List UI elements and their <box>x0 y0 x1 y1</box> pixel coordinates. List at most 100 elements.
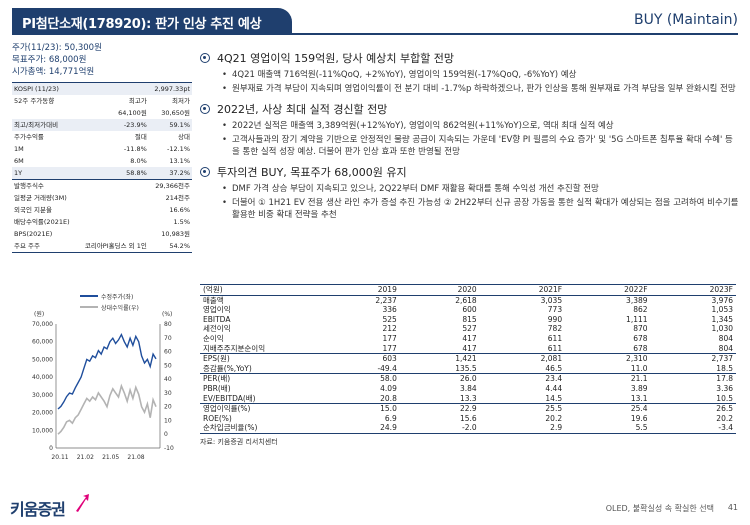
table-cell: 25.5 <box>479 403 566 414</box>
stats-cell: 8.0% <box>130 157 147 165</box>
report-title: PI첨단소재(178920): 판가 인상 추진 예상 <box>22 17 262 32</box>
stats-cell: 30,650원 <box>161 109 190 117</box>
stats-row: 주가수익률 절대 상대 <box>12 131 192 143</box>
financial-row: 영업이익 336 600 773 862 1,053 <box>200 305 736 315</box>
stats-cell: 최고가 <box>128 97 147 105</box>
table-cell: 20.2 <box>716 413 733 423</box>
table-cell: 3,389 <box>626 295 648 305</box>
right-tick-label: 10 <box>164 417 172 424</box>
table-cell: 20.8 <box>380 393 397 403</box>
stats-cell: 64,100원 <box>118 109 147 117</box>
column-header: 2021F <box>479 284 566 296</box>
row-label: 순이익 <box>203 333 224 343</box>
bullet-item: DMF 가격 상승 부담이 지속되고 있으나, 2Q22부터 DMF 재활용 확… <box>222 183 740 195</box>
stats-cell <box>76 82 149 95</box>
right-tick-label: 0 <box>164 431 168 438</box>
stats-cell: 외국인 지분율 <box>14 206 52 214</box>
table-cell: 25.4 <box>565 403 651 414</box>
row-label: 매출액 <box>203 295 224 305</box>
stats-cell: 코리아PI홀딩스 외 1인 <box>76 240 149 253</box>
table-cell: 10.5 <box>716 393 733 403</box>
stats-row: 외국인 지분율 16.6% <box>12 204 192 216</box>
table-cell: 600 <box>462 305 477 315</box>
kiwoom-logo: 키움증권 <box>10 500 66 519</box>
left-tick-label: 70,000 <box>32 321 53 328</box>
table-cell: 527 <box>462 324 477 334</box>
x-tick-label: 21.05 <box>102 454 119 461</box>
current-price: 주가(11/23): 50,300원 <box>12 43 102 53</box>
bullet-item: 2022년 실적은 매출액 3,389억원(+12%YoY), 영업이익 862… <box>222 120 740 132</box>
table-cell: 3,976 <box>711 295 733 305</box>
table-cell: 46.5 <box>545 363 563 373</box>
stock-sidebar: 주가(11/23): 50,300원 목표주가: 68,000원 시가총액: 1… <box>12 42 192 253</box>
table-cell: 58.0 <box>320 373 400 384</box>
x-tick-label: 20.11 <box>51 454 68 461</box>
table-cell: 815 <box>462 314 477 324</box>
financial-table: (억원) 2019 2020 2021F 2022F 2023F 매출액 2,237 2,618… <box>200 284 736 434</box>
column-header: (억원) <box>200 284 320 296</box>
table-cell: 990 <box>547 314 563 324</box>
stats-cell: 59.1% <box>148 119 192 131</box>
stats-row: 배당수익률(2021E) 1.5% <box>12 216 192 228</box>
table-cell: 4.09 <box>380 383 397 393</box>
column-header: 2022F <box>565 284 651 296</box>
stats-cell: 13.1% <box>169 157 190 165</box>
stats-cell: 214천주 <box>165 194 190 202</box>
table-cell: 678 <box>633 343 648 353</box>
left-tick-label: 40,000 <box>32 374 53 381</box>
stats-cell: 58.8% <box>76 167 149 180</box>
table-cell: 5.5 <box>565 423 651 434</box>
table-cell: 1,345 <box>711 314 733 324</box>
table-cell: 862 <box>633 305 648 315</box>
section-title: 2022년, 사상 최대 실적 경신할 전망 <box>200 101 740 117</box>
target-price: 목표주가: 68,000원 <box>12 55 87 65</box>
table-cell: 18.5 <box>716 363 733 373</box>
bullet-list: DMF 가격 상승 부담이 지속되고 있으나, 2Q22부터 DMF 재활용 확… <box>200 183 740 221</box>
stats-row: 주요 주주 코리아PI홀딩스 외 1인 54.2% <box>12 240 192 253</box>
financial-row: PER(배) 58.0 26.0 23.4 21.1 17.8 <box>200 373 736 384</box>
column-header: 2023F <box>650 284 736 296</box>
stats-cell: 52주 주가동향 <box>14 97 55 105</box>
summary-section: 4Q21 영업이익 159억원, 당사 예상치 부합할 전망 4Q21 매출액 7… <box>200 50 740 95</box>
table-cell: -49.4 <box>377 363 397 373</box>
table-cell: 3.36 <box>716 383 733 393</box>
price-chart-svg: 수정주가(좌) 상대수익률(우) (원) (%) 0 10,000 20,000 30,000… <box>32 293 174 461</box>
left-tick-label: 20,000 <box>32 410 53 417</box>
table-cell: 135.5 <box>455 363 477 373</box>
stats-row: 64,100원 30,650원 <box>12 107 192 119</box>
section-bullet-icon <box>200 104 210 114</box>
left-tick-label: 10,000 <box>32 427 53 434</box>
row-label: 영업이익 <box>203 305 231 315</box>
rating-label: BUY (Maintain) <box>633 12 738 28</box>
table-cell: 417 <box>462 343 477 353</box>
table-cell: 870 <box>633 324 648 334</box>
row-label: 지배주주지분순이익 <box>203 343 266 353</box>
financial-row: EV/EBITDA(배) 20.8 13.3 14.5 13.1 10.5 <box>200 394 736 404</box>
table-cell: 19.6 <box>630 413 648 423</box>
table-cell: 2,737 <box>650 353 736 364</box>
market-cap: 시가총액: 14,771억원 <box>12 67 95 77</box>
row-label: ROE(%) <box>203 413 232 423</box>
financial-row: 매출액 2,237 2,618 3,035 3,389 3,976 <box>200 295 736 305</box>
stats-cell: 6M <box>14 157 24 165</box>
table-cell: 417 <box>462 333 477 343</box>
series-line-relative-return <box>57 383 157 435</box>
stats-cell: 발행주식수 <box>14 182 44 190</box>
page-number: 41 <box>727 503 738 512</box>
left-axis-unit: (원) <box>34 310 44 318</box>
table-cell: -2.0 <box>399 423 480 434</box>
financial-row: EPS(원) 603 1,421 2,081 2,310 2,737 <box>200 353 736 364</box>
left-tick-label: 30,000 <box>32 392 53 399</box>
table-cell: 1,030 <box>711 324 733 334</box>
bullet-item: 고객사들과의 장기 계약을 기반으로 안정적인 물량 공급이 지속되는 가운데 … <box>222 134 740 158</box>
row-label: PER(배) <box>200 373 320 384</box>
table-cell: 15.0 <box>320 403 400 414</box>
table-cell: 15.6 <box>459 413 477 423</box>
table-cell: 2,081 <box>479 353 566 364</box>
stats-cell: -12.1% <box>167 145 190 153</box>
stats-cell: -23.9% <box>76 119 149 131</box>
x-tick-label: 21.08 <box>127 454 144 461</box>
summary-section: 2022년, 사상 최대 실적 경신할 전망 2022년 실적은 매출액 3,38… <box>200 101 740 158</box>
table-cell: 177 <box>382 333 397 343</box>
table-cell: 1,421 <box>399 353 480 364</box>
